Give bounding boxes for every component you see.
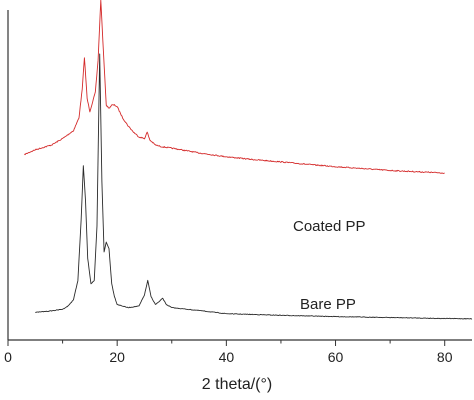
x-tick-label-80: 80 xyxy=(437,349,453,365)
x-tick-label-40: 40 xyxy=(219,349,235,365)
x-axis-title: 2 theta/(°) xyxy=(202,376,272,393)
x-ticks xyxy=(7,340,446,346)
series-label-coated-pp: Coated PP xyxy=(293,218,366,235)
series-group xyxy=(24,0,473,320)
series-line-coated-pp xyxy=(24,0,445,174)
series-line-bare-pp xyxy=(35,53,473,320)
x-tick-labels: 0 20 40 60 80 xyxy=(4,349,453,365)
x-tick-label-0: 0 xyxy=(4,349,12,365)
axes xyxy=(7,10,472,341)
x-tick-label-60: 60 xyxy=(328,349,344,365)
x-tick-label-20: 20 xyxy=(109,349,125,365)
series-label-bare-pp: Bare PP xyxy=(300,296,356,313)
